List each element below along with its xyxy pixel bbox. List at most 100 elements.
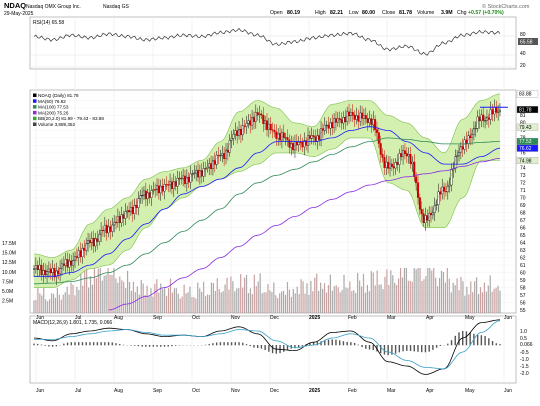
macd-histogram-bar — [424, 345, 427, 353]
price-candle-body — [499, 110, 502, 113]
volume-tick-label: 17.5M — [2, 241, 16, 247]
volume-bar — [304, 293, 306, 313]
macd-histogram-bar — [264, 345, 266, 351]
price-candle-body — [411, 161, 414, 164]
price-candle-body — [282, 132, 285, 138]
ohlc-low-label: Low — [349, 10, 359, 16]
price-candle-body — [485, 117, 488, 121]
volume-bar — [360, 286, 363, 313]
price-candle-body — [167, 184, 170, 186]
price-candle-body — [85, 243, 88, 251]
macd-histogram-bar — [465, 331, 468, 346]
price-candle-body — [480, 114, 483, 122]
rsi-tick: 40 — [520, 51, 526, 57]
volume-bar — [376, 270, 378, 313]
volume-bar — [45, 299, 47, 313]
ohlc-open: 80.19 — [287, 10, 300, 16]
volume-bar — [277, 298, 279, 313]
volume-bar — [341, 290, 343, 313]
price-candle-body — [379, 143, 382, 155]
volume-bar — [429, 268, 431, 313]
price-candle-body — [232, 133, 235, 139]
rsi-ticks: 80 40 20 65.58 — [518, 32, 538, 69]
volume-bar — [206, 294, 209, 313]
rsi-panel — [29, 16, 517, 70]
volume-bar — [286, 282, 289, 313]
volume-bar — [144, 294, 146, 313]
x-axis-label: Jul — [75, 388, 81, 394]
price-candle-body — [266, 120, 269, 130]
price-candle-body — [430, 213, 433, 216]
price-candle-body — [243, 125, 246, 127]
price-candle-body — [377, 132, 380, 144]
price-tick-label: 69 — [520, 203, 526, 209]
volume-bar — [146, 285, 148, 313]
macd-histogram-bar — [409, 345, 412, 352]
volume-bar — [485, 291, 487, 313]
volume-bar — [226, 277, 228, 313]
volume-bar — [224, 284, 226, 313]
volume-bar — [169, 278, 172, 313]
volume-bar — [288, 289, 291, 313]
volume-bar — [86, 268, 88, 313]
price-candle-body — [353, 114, 356, 120]
ohlc-chg-label: Chg — [457, 10, 467, 16]
volume-bar — [56, 287, 58, 313]
price-candle-body — [264, 120, 267, 124]
price-candle-body — [226, 149, 229, 153]
volume-bar — [117, 282, 119, 313]
macd-histogram-bar — [271, 345, 274, 354]
price-candle-body — [107, 226, 110, 234]
volume-bar — [399, 268, 402, 313]
macd-histogram-bar — [342, 341, 345, 346]
price-candle-body — [159, 185, 162, 194]
volume-bar — [349, 281, 351, 313]
volume-bar — [294, 293, 296, 313]
volume-bar — [70, 282, 72, 313]
volume-bar — [253, 274, 255, 313]
volume-bar — [435, 277, 437, 313]
volume-tick-label: 15.0M — [2, 251, 16, 257]
volume-bar — [212, 283, 214, 313]
volume-bar — [43, 287, 45, 313]
volume-bar — [222, 291, 224, 313]
price-tick-label: 59 — [520, 278, 526, 284]
price-candle-body — [301, 142, 304, 148]
price-candle-body — [439, 191, 442, 195]
volume-bar — [210, 282, 213, 313]
price-candle-body — [471, 134, 474, 138]
volume-bar — [245, 274, 248, 313]
volume-bar — [148, 296, 150, 313]
rsi-tick: 20 — [520, 63, 526, 69]
macd-histogram-bar — [37, 343, 39, 346]
volume-bar — [433, 268, 435, 313]
price-candle-body — [191, 173, 194, 175]
x-axis-label: Mar — [387, 315, 396, 321]
price-candle-body — [36, 265, 39, 270]
volume-bar — [89, 276, 92, 313]
macd-ticks: 1.00.50.066 -0.5-1.0-1.5-2.0 — [520, 329, 533, 377]
price-candle-body — [383, 157, 386, 168]
price-candle-body — [200, 170, 203, 177]
volume-bar — [142, 283, 144, 313]
volume-bar — [185, 293, 187, 313]
volume-bar — [68, 294, 70, 313]
macd-histogram-bar — [316, 341, 319, 346]
volume-bar — [249, 288, 252, 313]
volume-bar — [267, 284, 269, 313]
volume-bar — [460, 276, 462, 313]
price-candle-body — [312, 135, 315, 137]
price-value-box — [516, 123, 539, 131]
volume-bar — [409, 280, 411, 313]
volume-bar — [489, 275, 491, 313]
volume-bar — [152, 296, 154, 313]
macd-histogram-bar — [387, 345, 389, 356]
price-tick-label: 55 — [520, 308, 526, 314]
ohlc-close-label: Close — [382, 10, 395, 16]
x-axis-label: Sep — [153, 388, 162, 394]
volume-bar — [384, 276, 386, 313]
volume-bar — [140, 280, 142, 313]
macd-histogram-bar — [156, 345, 158, 347]
volume-bar — [97, 268, 99, 313]
